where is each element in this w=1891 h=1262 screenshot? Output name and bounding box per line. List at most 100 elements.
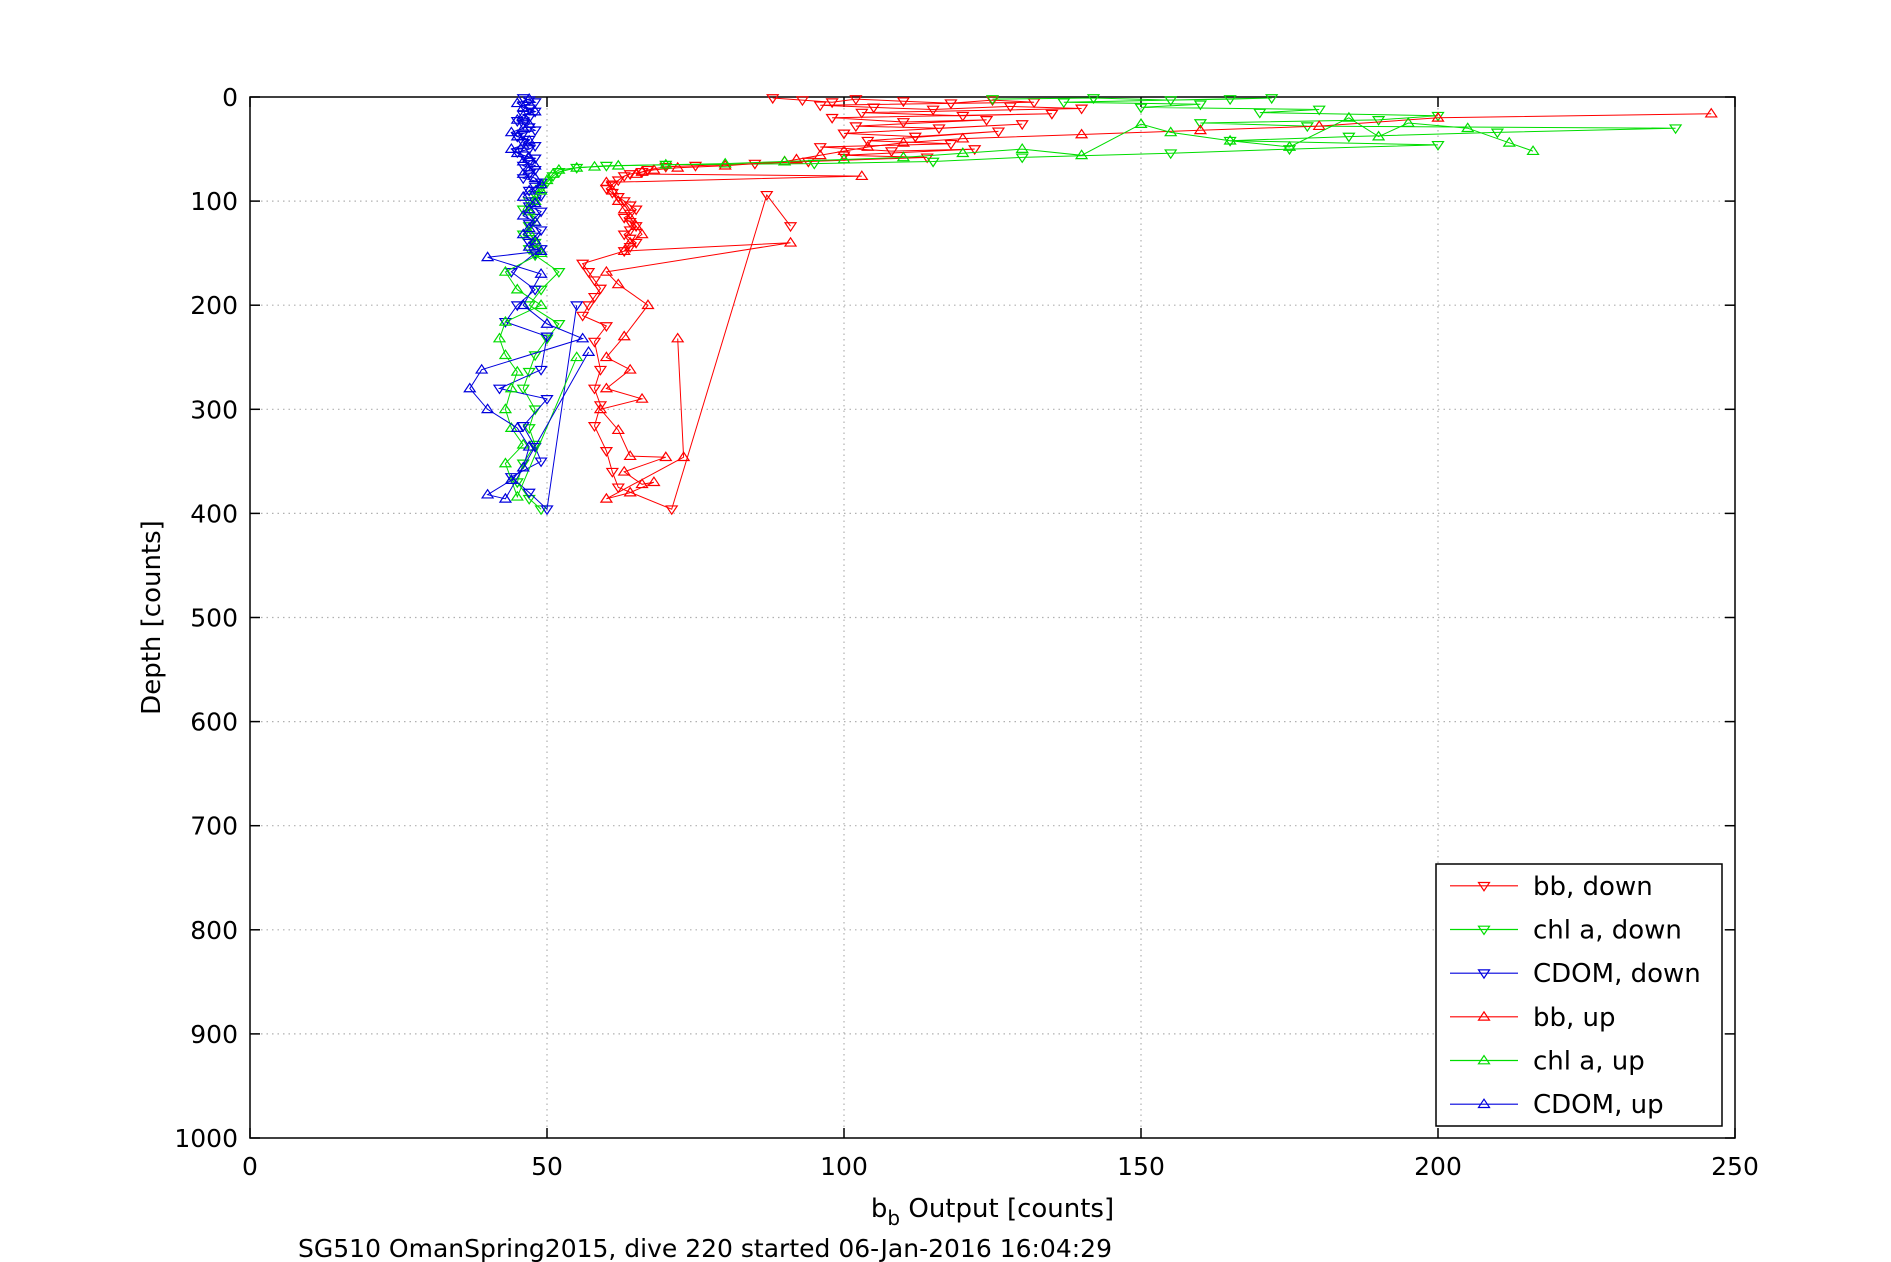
data-point: [956, 111, 970, 122]
data-point: [528, 215, 542, 226]
y-axis: 0 100 200 300 400 500 600 700 800 900 1000: [174, 83, 1735, 1153]
data-point: [985, 95, 1000, 106]
data-point: [587, 384, 602, 395]
data-point: [546, 168, 560, 178]
x-tick-label: 100: [820, 1152, 868, 1181]
data-point: [510, 97, 524, 108]
data-point: [516, 384, 530, 395]
data-point: [540, 505, 554, 516]
y-tick-label: 100: [190, 187, 238, 216]
data-point: [534, 247, 548, 258]
x-tick-label: 200: [1414, 1152, 1462, 1181]
data-point: [932, 124, 946, 135]
data-point: [896, 118, 911, 129]
data-point: [581, 301, 596, 312]
data-point: [1015, 153, 1029, 164]
data-point: [659, 160, 673, 171]
data-point: [510, 113, 524, 124]
data-point: [647, 163, 661, 174]
data-point: [1164, 96, 1178, 107]
legend-swatch-marker: [1477, 881, 1491, 892]
data-point: [522, 118, 536, 128]
data-point: [534, 299, 548, 310]
data-point: [504, 126, 518, 137]
legend-item: CDOM, up: [1450, 1090, 1664, 1120]
data-point: [498, 317, 513, 328]
data-point: [534, 245, 548, 255]
data-point: [540, 174, 554, 185]
data-point: [522, 367, 536, 378]
data-point: [540, 334, 554, 345]
data-point: [1074, 128, 1089, 139]
data-point: [504, 474, 518, 484]
data-point: [522, 440, 536, 451]
data-point: [552, 267, 566, 278]
y-axis-label: Depth [counts]: [137, 520, 167, 715]
data-point: [528, 154, 542, 165]
data-point: [498, 403, 513, 414]
y-tick-label: 300: [190, 395, 238, 424]
data-point: [1342, 111, 1356, 122]
data-point: [641, 299, 655, 310]
x-axis-label-rest: Output [counts]: [900, 1194, 1114, 1224]
data-point: [605, 467, 619, 478]
y-tick-label: 600: [190, 708, 238, 737]
data-point: [659, 158, 673, 169]
data-point: [801, 157, 815, 168]
data-point: [605, 184, 619, 195]
data-point: [1253, 108, 1267, 119]
data-point: [926, 105, 940, 116]
data-point: [522, 205, 536, 216]
data-point: [1502, 136, 1516, 147]
data-point: [635, 478, 649, 489]
data-point: [593, 284, 608, 295]
legend-label: chl a, up: [1533, 1047, 1645, 1077]
data-point: [884, 147, 899, 158]
data-point: [534, 207, 548, 218]
y-tick-label: 400: [190, 499, 238, 528]
data-point: [1282, 140, 1297, 151]
data-point: [480, 488, 495, 499]
data-point: [617, 465, 631, 476]
data-point: [534, 267, 548, 278]
data-point: [522, 488, 536, 499]
data-point: [504, 143, 518, 153]
data-point: [593, 365, 608, 376]
data-point: [766, 94, 780, 105]
data-point: [516, 299, 530, 310]
data-point: [617, 247, 631, 258]
data-point: [665, 505, 679, 516]
data-point: [623, 236, 637, 247]
x-axis: 0 50 100 150 200 250: [242, 97, 1759, 1181]
data-point: [576, 259, 590, 270]
data-point: [611, 278, 625, 289]
data-point: [510, 283, 524, 294]
data-point: [617, 203, 631, 214]
legend-item: chl a, down: [1450, 916, 1682, 946]
data-point: [510, 130, 524, 141]
y-tick-label: 0: [222, 83, 238, 112]
data-point: [611, 483, 625, 494]
data-point: [516, 438, 530, 449]
data-point: [867, 103, 881, 114]
data-point: [1431, 140, 1445, 151]
data-point: [540, 332, 554, 343]
data-point: [1003, 102, 1017, 113]
data-point: [522, 186, 536, 197]
data-point: [599, 382, 614, 393]
legend-swatch-marker: [1477, 1054, 1491, 1065]
data-point: [979, 116, 994, 126]
data-point: [1401, 116, 1415, 127]
data-point: [944, 99, 958, 110]
data-point: [510, 365, 524, 376]
data-point: [1086, 94, 1101, 105]
data-point: [956, 147, 970, 158]
data-point: [837, 129, 851, 140]
data-point: [896, 151, 911, 162]
data-point: [528, 351, 542, 362]
legend-item: CDOM, down: [1450, 959, 1701, 989]
data-point: [516, 138, 530, 149]
data-point: [516, 109, 530, 120]
legend-label: bb, up: [1533, 1003, 1616, 1033]
x-axis-label: bb Output [counts]: [871, 1194, 1114, 1230]
